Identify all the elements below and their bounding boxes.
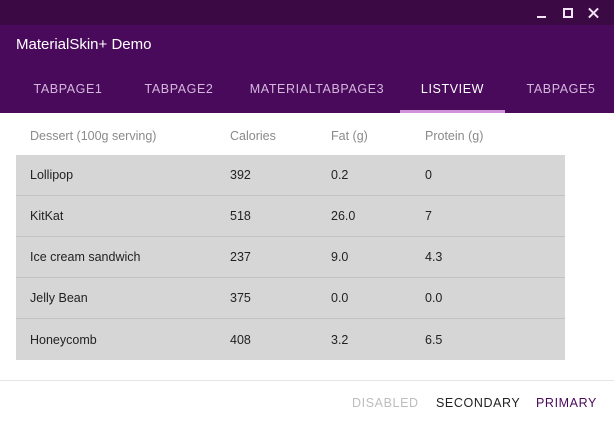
cell-dessert: Ice cream sandwich (30, 250, 141, 264)
secondary-button[interactable]: SECONDARY (436, 396, 521, 410)
tab-tabpage1[interactable]: TABPAGE1 (33, 82, 103, 96)
column-header-fat[interactable]: Fat (g) (331, 129, 368, 143)
cell-dessert: Honeycomb (30, 332, 97, 347)
cell-calories: 392 (230, 168, 251, 182)
list-item[interactable]: Lollipop 392 0.2 0 (16, 155, 565, 196)
maximize-icon (563, 8, 573, 18)
cell-calories: 237 (230, 250, 251, 264)
cell-calories: 518 (230, 209, 251, 223)
cell-fat: 0.2 (331, 168, 349, 182)
tab-bar: TABPAGE1 TABPAGE2 MATERIALTABPAGE3 LISTV… (0, 65, 614, 113)
column-header-protein[interactable]: Protein (g) (425, 129, 484, 143)
cell-protein: 6.5 (425, 332, 443, 347)
cell-calories: 375 (230, 291, 251, 305)
list-item[interactable]: KitKat 518 26.0 7 (16, 196, 565, 237)
close-button[interactable] (582, 3, 606, 23)
tab-listview[interactable]: LISTVIEW (420, 82, 485, 96)
cell-calories: 408 (230, 332, 251, 347)
cell-fat: 0.0 (331, 291, 349, 305)
window-titlebar (0, 0, 614, 25)
disabled-button: DISABLED (352, 396, 419, 410)
cell-fat: 9.0 (331, 250, 349, 264)
cell-protein: 4.3 (425, 250, 443, 264)
cell-dessert: KitKat (30, 209, 64, 223)
list-item[interactable]: Ice cream sandwich 237 9.0 4.3 (16, 237, 565, 278)
cell-dessert: Jelly Bean (30, 291, 88, 305)
maximize-button[interactable] (556, 3, 580, 23)
column-header-dessert[interactable]: Dessert (100g serving) (30, 129, 157, 143)
window-title: MaterialSkin+ Demo (16, 36, 152, 53)
window-controls (530, 3, 606, 23)
minimize-button[interactable] (530, 3, 554, 23)
primary-button[interactable]: PRIMARY (536, 396, 597, 410)
cell-protein: 0 (425, 168, 432, 182)
column-header-calories[interactable]: Calories (230, 129, 276, 143)
list-item[interactable]: Honeycomb 408 3.2 6.5 (16, 319, 565, 360)
cell-protein: 7 (425, 209, 432, 223)
tab-tabpage2[interactable]: TABPAGE2 (144, 82, 214, 96)
tab-materialtabpage3[interactable]: MATERIALTABPAGE3 (249, 82, 385, 96)
footer-divider (0, 380, 614, 381)
list-item[interactable]: Jelly Bean 375 0.0 0.0 (16, 278, 565, 319)
cell-fat: 3.2 (331, 332, 349, 347)
cell-dessert: Lollipop (30, 168, 74, 182)
dessert-listview: Dessert (100g serving) Calories Fat (g) … (16, 117, 565, 360)
active-tab-indicator (400, 110, 505, 113)
cell-protein: 0.0 (425, 291, 443, 305)
cell-fat: 26.0 (331, 209, 356, 223)
tab-tabpage5[interactable]: TABPAGE5 (526, 82, 596, 96)
app-bar: MaterialSkin+ Demo (0, 25, 614, 65)
minimize-icon (537, 16, 546, 18)
list-header: Dessert (100g serving) Calories Fat (g) … (16, 117, 565, 155)
